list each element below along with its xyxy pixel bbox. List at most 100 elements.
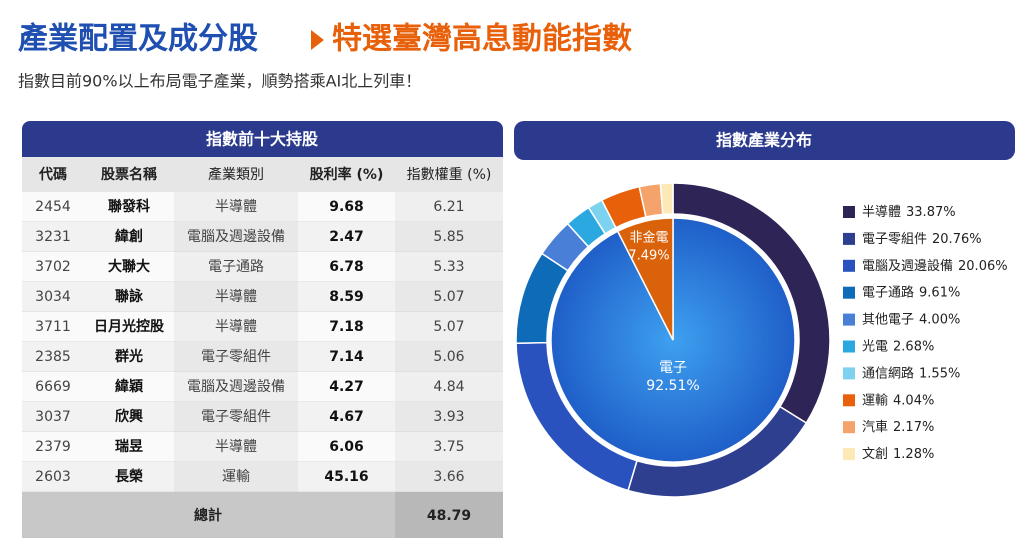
legend-value: 4.04%	[893, 393, 934, 408]
cell: 5.85	[433, 229, 464, 245]
legend-label: 電腦及週邊設備 20.06%	[862, 257, 1008, 273]
legend-name: 汽車	[862, 420, 888, 435]
legend-name: 光電	[862, 339, 888, 354]
col-shade	[395, 342, 503, 372]
legend-value: 33.87%	[906, 205, 956, 220]
cell: 3034	[35, 289, 71, 305]
cell: 半導體	[215, 289, 257, 305]
legend-label: 文創 1.28%	[862, 447, 934, 462]
legend-value: 4.00%	[919, 312, 960, 327]
legend-value: 20.76%	[932, 231, 982, 246]
cell: 3.75	[433, 439, 464, 455]
col-shade	[395, 252, 503, 282]
cell: 3711	[35, 319, 71, 335]
cell: 5.07	[433, 289, 464, 305]
legend-name: 其他電子	[862, 312, 914, 327]
title-right: 特選臺灣高息動能指數	[332, 22, 632, 57]
column-header: 產業類別	[208, 166, 264, 183]
subtitle: 指數目前90%以上布局電子產業，順勢搭乘AI北上列車！	[18, 72, 421, 91]
cell: 電腦及週邊設備	[187, 229, 285, 245]
cell: 聯詠	[115, 288, 144, 305]
cell: 3.93	[433, 409, 464, 425]
cell: 6.78	[329, 259, 364, 275]
legend-label: 汽車 2.17%	[862, 420, 934, 435]
cell: 4.27	[329, 379, 364, 395]
column-header: 代碼	[38, 166, 67, 183]
cell: 緯創	[115, 228, 143, 245]
chart-title: 指數產業分布	[716, 131, 812, 150]
cell: 3231	[35, 229, 71, 245]
col-shade	[174, 192, 298, 222]
col-shade	[395, 462, 503, 492]
legend-swatch	[843, 313, 855, 326]
cell: 8.59	[329, 289, 364, 305]
inner-value: 92.51%	[646, 378, 699, 394]
cell: 3702	[35, 259, 71, 275]
cell: 3.66	[433, 469, 464, 485]
cell: 欣興	[115, 408, 143, 425]
col-shade	[395, 402, 503, 432]
total-shade	[395, 492, 503, 538]
legend-label: 電子通路 9.61%	[862, 284, 960, 300]
legend-value: 1.55%	[919, 366, 960, 381]
legend-value: 20.06%	[958, 258, 1008, 273]
legend-value: 2.68%	[893, 339, 934, 354]
chart-title-bar	[514, 121, 1015, 160]
cell: 聯發科	[108, 198, 150, 215]
cell: 9.68	[329, 199, 364, 215]
col-shade	[395, 192, 503, 222]
legend-swatch	[843, 259, 855, 272]
cell: 緯穎	[115, 378, 144, 395]
legend-name: 半導體	[862, 205, 901, 220]
legend-label: 其他電子 4.00%	[862, 312, 960, 327]
legend-swatch	[843, 286, 855, 299]
cell: 半導體	[215, 199, 257, 215]
legend-swatch	[843, 421, 855, 434]
cell: 2379	[35, 439, 71, 455]
cell: 瑞昱	[115, 438, 143, 455]
cell: 5.06	[433, 349, 464, 365]
inner-segment	[616, 217, 674, 341]
col-shade	[174, 342, 298, 372]
column-header: 指數權重 (%)	[407, 167, 492, 183]
cell: 7.14	[329, 349, 364, 365]
table-title: 指數前十大持股	[206, 130, 319, 149]
cell: 運輸	[222, 469, 250, 485]
cell: 電子零組件	[201, 349, 271, 365]
cell: 2454	[35, 199, 71, 215]
cell: 2.47	[329, 229, 364, 245]
inner-label: 電子	[659, 360, 687, 376]
legend-label: 半導體 33.87%	[862, 205, 956, 220]
cell: 2603	[35, 469, 71, 485]
col-shade	[174, 252, 298, 282]
legend-value: 1.28%	[893, 447, 934, 462]
legend-label: 通信網路 1.55%	[862, 365, 960, 381]
cell: 5.33	[433, 259, 464, 275]
cell: 大聯大	[108, 258, 150, 275]
legend-swatch	[843, 340, 855, 353]
cell: 2385	[35, 349, 71, 365]
col-shade	[174, 312, 298, 342]
total-value: 48.79	[427, 508, 471, 524]
legend-label: 光電 2.68%	[862, 339, 934, 354]
cell: 長榮	[115, 468, 143, 485]
col-shade	[395, 282, 503, 312]
inner-value: 7.49%	[628, 249, 669, 264]
cell: 5.07	[433, 319, 464, 335]
legend-name: 電子零組件	[862, 231, 927, 246]
cell: 6.21	[433, 199, 464, 215]
cell: 6669	[35, 379, 71, 395]
col-shade	[395, 312, 503, 342]
cell: 電腦及週邊設備	[187, 379, 285, 395]
legend-swatch	[843, 232, 855, 245]
col-shade	[395, 222, 503, 252]
legend-name: 文創	[862, 447, 888, 462]
legend-name: 電子通路	[862, 284, 914, 300]
col-shade	[174, 462, 298, 492]
donut-segment	[659, 182, 674, 216]
arrow	[311, 30, 324, 50]
table-title-bar	[22, 121, 503, 157]
legend-label: 運輸 4.04%	[862, 393, 934, 408]
col-shade	[174, 222, 298, 252]
